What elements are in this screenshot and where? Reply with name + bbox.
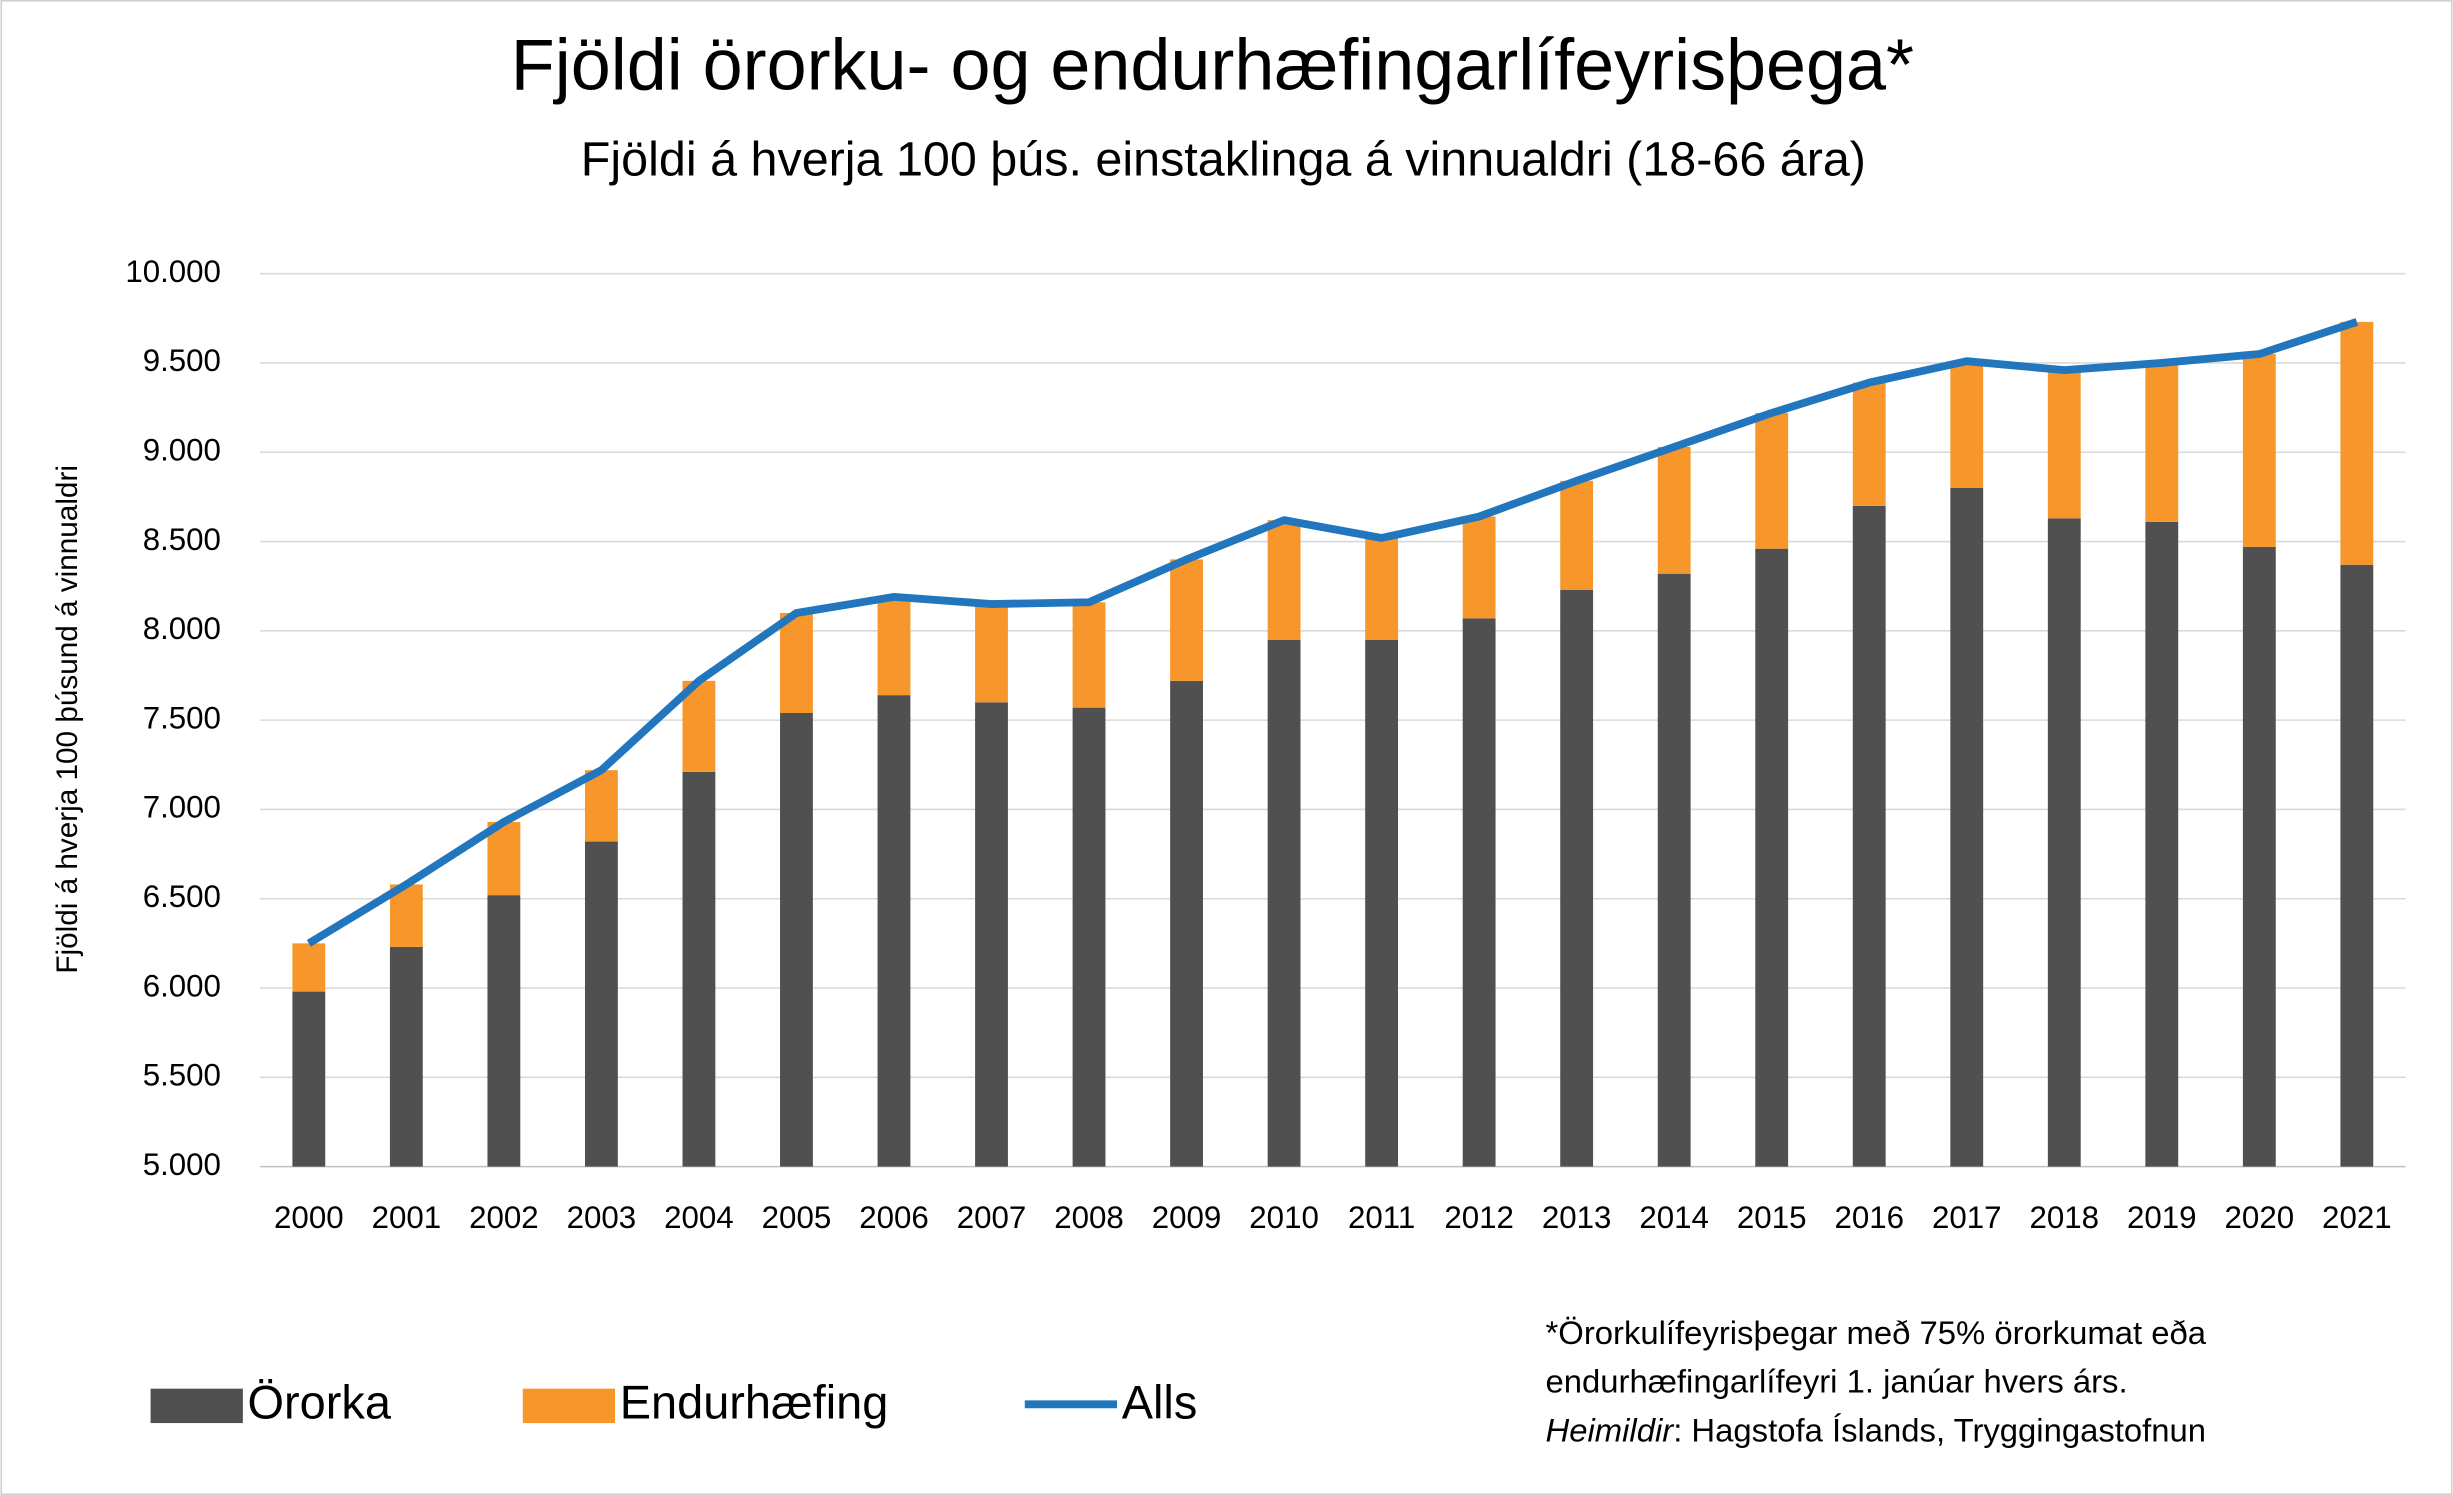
y-tick-label: 5.500: [143, 1058, 221, 1093]
bar-segment: [1072, 707, 1106, 1167]
bar-segment: [682, 771, 716, 1167]
x-tick-label: 2014: [1639, 1200, 1709, 1235]
bar-segment: [584, 841, 618, 1167]
bar-segment: [292, 943, 326, 992]
bar-segment: [1852, 505, 1886, 1167]
x-tick-label: 2008: [1054, 1200, 1124, 1235]
bar-segment: [1072, 602, 1106, 708]
bar-segment: [2340, 564, 2374, 1167]
bar-segment: [1755, 412, 1789, 549]
x-tick-label: 2019: [2127, 1200, 2197, 1235]
chart-subtitle: Fjöldi á hverja 100 þús. einstaklinga á …: [581, 132, 1866, 186]
y-tick-label: 6.500: [143, 879, 221, 914]
bar-segment: [1170, 680, 1203, 1167]
x-tick-label: 2011: [1348, 1200, 1415, 1235]
chart-title: Fjöldi örorku- og endurhæfingarlífeyrisþ…: [511, 25, 1914, 105]
y-tick-label: 7.500: [143, 700, 221, 735]
bar-segment: [1560, 589, 1594, 1167]
line: [306, 318, 2359, 947]
bar-segment: [1462, 516, 1496, 619]
bar-segment: [975, 604, 1008, 703]
bar-segment: [2242, 354, 2276, 547]
bar-segment: [2340, 321, 2374, 565]
bar-segment: [1852, 382, 1886, 506]
bar-segment: [1462, 618, 1496, 1167]
source-text: : Hagstofa Íslands, Tryggingastofnun: [1673, 1411, 2206, 1448]
y-tick-label: 7.000: [143, 790, 221, 825]
bar-segment: [292, 991, 326, 1167]
bar-segment: [1560, 480, 1594, 590]
y-tick-label: 10.000: [125, 254, 221, 289]
x-tick-label: 2017: [1932, 1200, 2002, 1235]
x-tick-label: 2001: [372, 1200, 442, 1235]
legend-label: Örorka: [248, 1376, 392, 1428]
bar-segment: [780, 712, 813, 1167]
note: endurhæfingarlífeyri 1. janúar hvers árs…: [1546, 1363, 2128, 1400]
y-tick-label: 8.000: [143, 611, 221, 646]
bar-segment: [780, 612, 813, 713]
bar-segment: [2145, 521, 2179, 1167]
bar-segment: [1657, 446, 1691, 574]
bar-segment: [2242, 546, 2276, 1167]
source: Heimildir: Hagstofa Íslands, Tryggingast…: [1546, 1411, 2207, 1448]
bar-segment: [389, 946, 423, 1167]
x-tick-label: 2009: [1152, 1200, 1222, 1235]
x-tick-label: 2002: [469, 1200, 539, 1235]
x-tick-label: 2003: [567, 1200, 637, 1235]
x-tick-label: 2000: [274, 1200, 344, 1235]
bar-segment: [487, 821, 521, 896]
source-label: Heimildir: [1546, 1411, 1676, 1448]
x-tick-label: 2016: [1834, 1200, 1904, 1235]
bar-segment: [2047, 518, 2081, 1167]
bar-segment: [1170, 559, 1203, 681]
x-tick-label: 2018: [2029, 1200, 2099, 1235]
x-tick-label: 2013: [1542, 1200, 1612, 1235]
bar-segment: [584, 770, 618, 842]
x-tick-label: 2020: [2225, 1200, 2295, 1235]
bar-segment: [2145, 362, 2179, 522]
y-tick-label: 9.000: [143, 433, 221, 468]
y-tick-label: 6.000: [143, 968, 221, 1003]
bar-segment: [1267, 520, 1301, 640]
y-tick-label: 8.500: [143, 522, 221, 557]
x-tick-label: 2010: [1249, 1200, 1319, 1235]
bar-segment: [1365, 639, 1399, 1167]
bar-segment: [975, 702, 1008, 1167]
bar-segment: [1657, 573, 1691, 1167]
bar-segment: [1755, 548, 1789, 1167]
legend-swatch: [522, 1388, 616, 1424]
x-tick-label: 2004: [664, 1200, 734, 1235]
y-tick-label: 9.500: [143, 343, 221, 378]
bar-segment: [877, 596, 911, 696]
x-tick-label: 2006: [859, 1200, 929, 1235]
bar-segment: [1950, 487, 1984, 1167]
x-tick-label: 2012: [1444, 1200, 1514, 1235]
bar-segment: [487, 895, 521, 1167]
legend-label: Endurhæfing: [620, 1376, 889, 1428]
x-tick-label: 2005: [762, 1200, 832, 1235]
bar-segment: [1267, 639, 1301, 1167]
x-tick-label: 2015: [1737, 1200, 1807, 1235]
x-tick-label: 2007: [957, 1200, 1027, 1235]
bar-segment: [2047, 370, 2081, 519]
x-tick-label: 2021: [2322, 1200, 2392, 1235]
bar-segment: [877, 695, 911, 1167]
legend-label: Alls: [1122, 1376, 1198, 1428]
y-tick-label: 5.000: [143, 1147, 221, 1182]
note: *Örorkulífeyrisþegar með 75% örorkumat e…: [1546, 1314, 2207, 1351]
y-axis-label: Fjöldi á hverja 100 þúsund á vinnualdri: [51, 465, 84, 974]
bar-segment: [1365, 537, 1399, 640]
legend-swatch: [150, 1388, 243, 1424]
bar-segment: [1950, 361, 1984, 488]
